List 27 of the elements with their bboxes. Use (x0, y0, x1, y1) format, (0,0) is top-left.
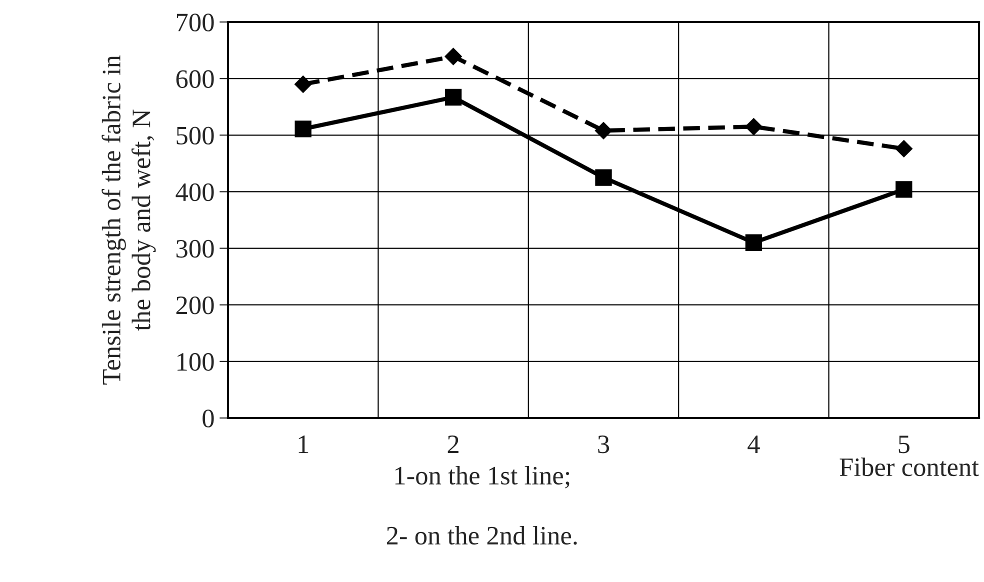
text: 1-on the 1st line; (395, 466, 570, 488)
point (444, 88, 462, 106)
y-axis-title: Tensile strength of the fabric in the body and weft, N (102, 55, 156, 385)
x-tick-label: 1 (298, 436, 308, 453)
y-tick-label: 500 (176, 126, 214, 145)
x-tick-label: 4 (748, 436, 760, 453)
y-tick-label: 0 (202, 410, 214, 428)
point (745, 234, 762, 251)
y-tick-label: 300 (176, 240, 214, 258)
y-tick-label: 200 (176, 296, 214, 314)
point (294, 120, 312, 138)
x-tick-label: 2 (448, 436, 458, 453)
point (895, 140, 913, 158)
point (594, 122, 612, 140)
text: 2- on the 2nd line. (386, 526, 577, 545)
y-tick-label: 400 (176, 183, 214, 202)
point (444, 48, 462, 66)
x-axis-title: Fiber content (840, 458, 979, 476)
x-tick-label: 5 (898, 436, 910, 454)
point (744, 118, 763, 136)
y-tick-label: 600 (176, 70, 214, 88)
y-tick-label: 100 (178, 353, 214, 371)
point (595, 169, 612, 186)
y-tick-label: 700 (176, 14, 214, 32)
point (896, 181, 912, 198)
x-tick-label: 3 (598, 436, 610, 454)
point (294, 75, 312, 94)
